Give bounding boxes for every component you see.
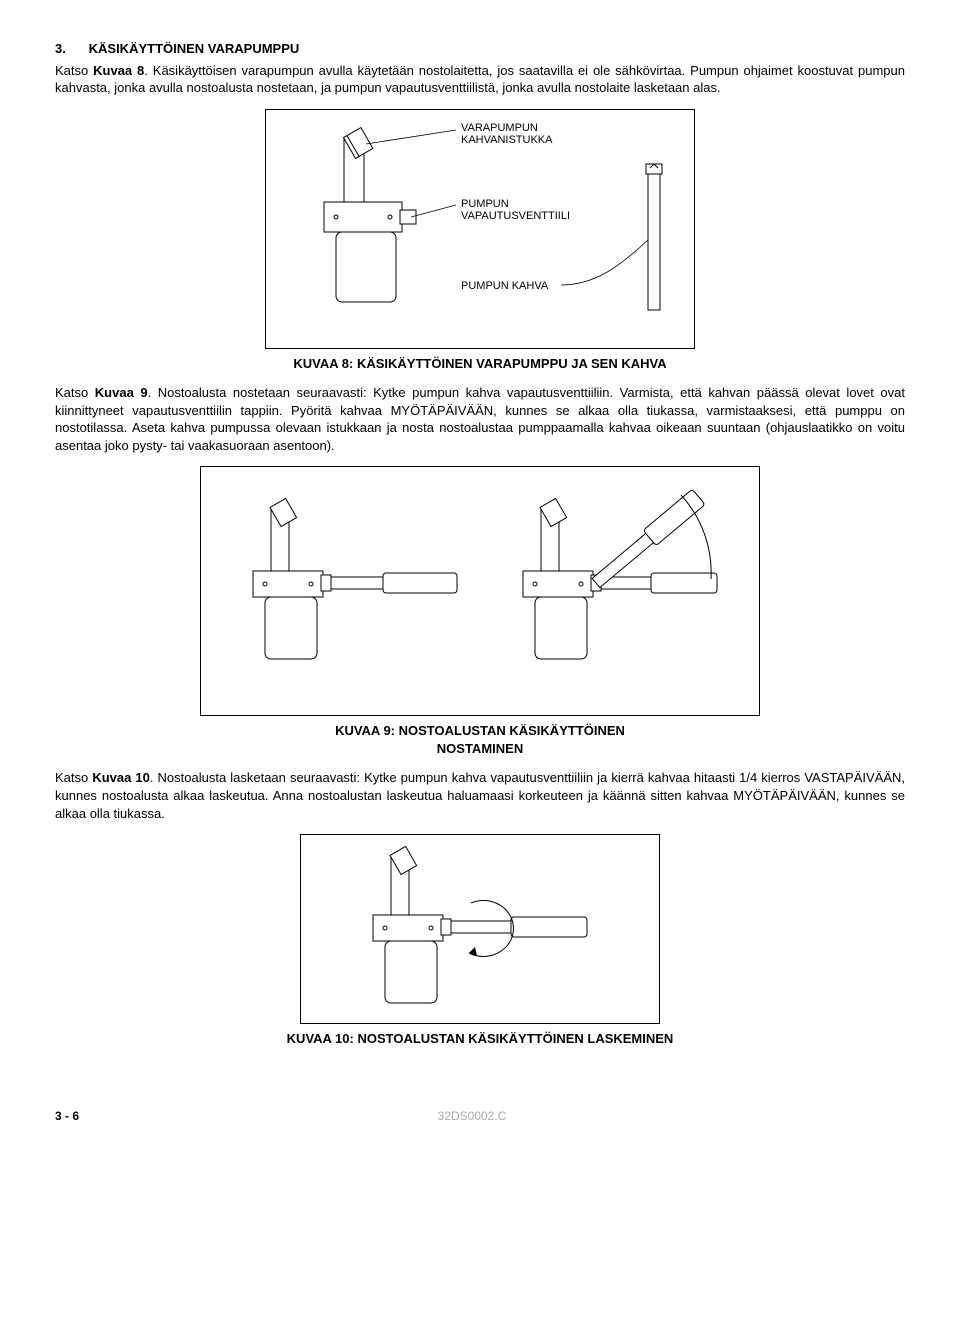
section-title: KÄSIKÄYTTÖINEN VARAPUMPPU	[89, 41, 300, 56]
intro-ref-prefix: Katso	[55, 63, 93, 78]
page-footer: 3 - 6 32DS0002.C	[55, 1108, 905, 1124]
para3-ref-prefix: Katso	[55, 770, 92, 785]
footer-doc: 32DS0002.C	[438, 1108, 507, 1124]
section-number: 3.	[55, 40, 85, 58]
footer-page: 3 - 6	[55, 1108, 79, 1124]
intro-ref-bold: Kuvaa 8	[93, 63, 144, 78]
figure-8: VARAPUMPUN KAHVANISTUKKA PUMPUN VAPAUTUS…	[265, 109, 695, 349]
para2-ref-bold: Kuvaa 9	[95, 385, 148, 400]
figure8-label-handle: PUMPUN KAHVA	[461, 280, 548, 292]
paragraph-2: Katso Kuvaa 9. Nostoalusta nostetaan seu…	[55, 384, 905, 454]
paragraph-3: Katso Kuvaa 10. Nostoalusta lasketaan se…	[55, 769, 905, 822]
figure10-caption: KUVAA 10: NOSTOALUSTAN KÄSIKÄYTTÖINEN LA…	[55, 1030, 905, 1048]
figure8-label-socket: VARAPUMPUN KAHVANISTUKKA	[461, 122, 553, 146]
figure10-diagram	[301, 835, 661, 1025]
intro-text: . Käsikäyttöisen varapumpun avulla käyte…	[55, 63, 905, 96]
para3-ref-bold: Kuvaa 10	[92, 770, 150, 785]
para2-text: . Nostoalusta nostetaan seuraavasti: Kyt…	[55, 385, 905, 453]
figure-9	[200, 466, 760, 716]
figure9-caption: KUVAA 9: NOSTOALUSTAN KÄSIKÄYTTÖINEN NOS…	[55, 722, 905, 757]
figure8-caption: KUVAA 8: KÄSIKÄYTTÖINEN VARAPUMPPU JA SE…	[55, 355, 905, 373]
para2-ref-prefix: Katso	[55, 385, 95, 400]
para3-text: . Nostoalusta lasketaan seuraavasti: Kyt…	[55, 770, 905, 820]
figure8-label-valve: PUMPUN VAPAUTUSVENTTIILI	[461, 198, 570, 222]
figure-10	[300, 834, 660, 1024]
section-heading: 3. KÄSIKÄYTTÖINEN VARAPUMPPU	[55, 40, 905, 58]
figure9-diagram	[201, 467, 761, 717]
intro-paragraph: Katso Kuvaa 8. Käsikäyttöisen varapumpun…	[55, 62, 905, 97]
